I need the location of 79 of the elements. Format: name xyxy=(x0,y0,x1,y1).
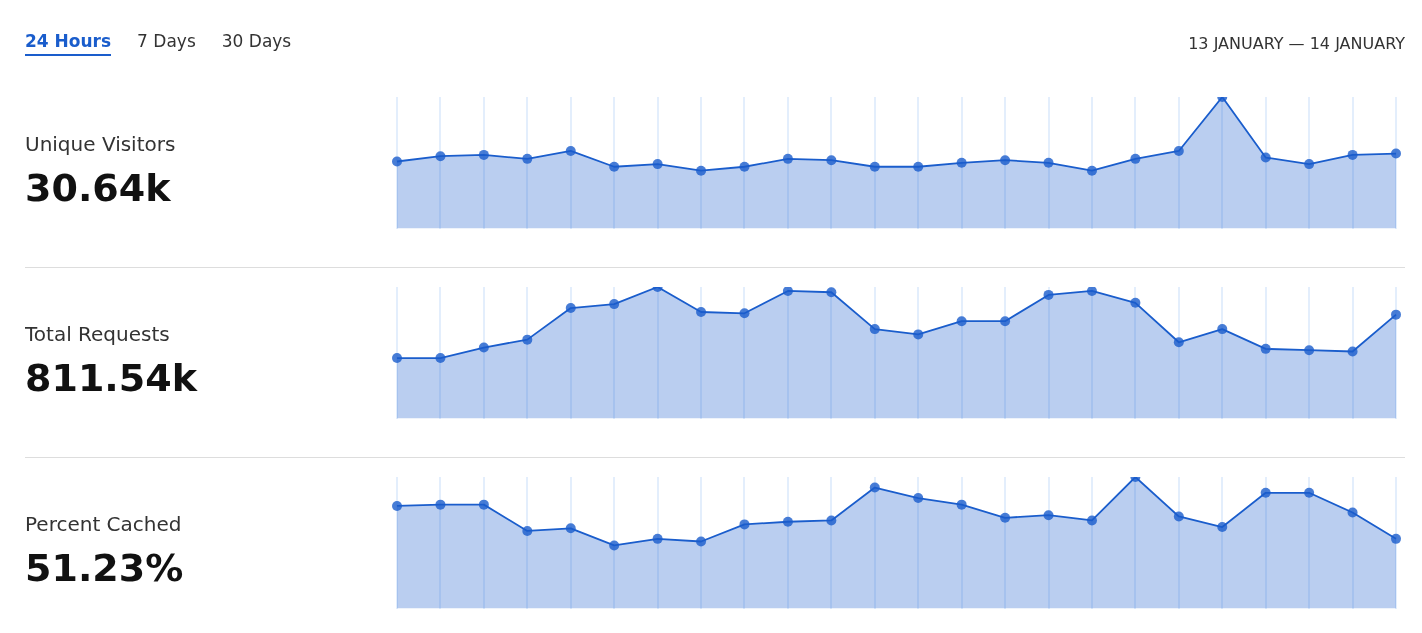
point xyxy=(1347,346,1358,357)
point xyxy=(782,287,793,296)
point xyxy=(696,536,707,547)
point xyxy=(392,353,402,364)
point xyxy=(1260,487,1271,498)
point xyxy=(1347,149,1358,160)
point xyxy=(1217,522,1228,533)
point xyxy=(1000,155,1011,166)
point xyxy=(392,156,402,167)
point xyxy=(478,499,489,510)
point xyxy=(696,307,707,317)
point xyxy=(478,342,489,353)
point xyxy=(1260,152,1271,163)
point xyxy=(565,523,576,534)
point xyxy=(956,316,967,327)
point xyxy=(1217,324,1228,335)
point xyxy=(739,308,750,319)
point xyxy=(435,151,446,162)
point xyxy=(913,493,924,504)
point xyxy=(609,299,620,310)
point xyxy=(1391,533,1401,544)
point xyxy=(782,516,793,527)
point xyxy=(522,334,533,345)
text: 30.64k xyxy=(25,166,172,210)
point xyxy=(739,161,750,172)
point xyxy=(1347,507,1358,518)
point xyxy=(1173,337,1184,348)
point xyxy=(1086,287,1097,296)
point xyxy=(522,525,533,536)
point xyxy=(435,353,446,364)
point xyxy=(869,161,880,172)
point xyxy=(565,303,576,314)
point xyxy=(1260,343,1271,354)
point xyxy=(1130,297,1141,308)
text: Total Requests xyxy=(24,322,170,346)
point xyxy=(565,145,576,156)
point xyxy=(1304,345,1315,356)
point xyxy=(913,161,924,172)
text: Unique Visitors xyxy=(25,132,176,156)
point xyxy=(782,153,793,164)
point xyxy=(869,482,880,493)
text: 811.54k xyxy=(25,356,198,400)
text: Percent Cached xyxy=(25,512,182,536)
point xyxy=(1130,153,1141,164)
point xyxy=(1043,289,1054,300)
point xyxy=(609,540,620,551)
point xyxy=(826,287,837,298)
point xyxy=(1304,487,1315,498)
point xyxy=(1086,515,1097,526)
point xyxy=(826,515,837,526)
point xyxy=(869,324,880,335)
point xyxy=(522,153,533,164)
point xyxy=(1173,145,1184,156)
point xyxy=(652,159,663,170)
point xyxy=(696,165,707,176)
point xyxy=(435,499,446,510)
point xyxy=(1391,309,1401,320)
text: 30 Days xyxy=(221,30,292,53)
point xyxy=(1391,148,1401,159)
point xyxy=(826,155,837,166)
point xyxy=(652,533,663,544)
point xyxy=(609,161,620,172)
point xyxy=(956,499,967,510)
text: 24 Hours xyxy=(25,30,112,56)
point xyxy=(1043,510,1054,521)
point xyxy=(392,500,402,511)
point xyxy=(1173,511,1184,522)
text: 51.23% xyxy=(25,546,184,590)
point xyxy=(956,157,967,168)
text: 13 JANUARY — 14 JANUARY xyxy=(1188,33,1405,53)
point xyxy=(1086,165,1097,176)
point xyxy=(1304,159,1315,170)
point xyxy=(913,329,924,340)
point xyxy=(1000,512,1011,523)
point xyxy=(739,519,750,530)
point xyxy=(1043,157,1054,168)
text: 7 Days xyxy=(137,30,196,53)
point xyxy=(1000,316,1011,327)
point xyxy=(478,149,489,160)
